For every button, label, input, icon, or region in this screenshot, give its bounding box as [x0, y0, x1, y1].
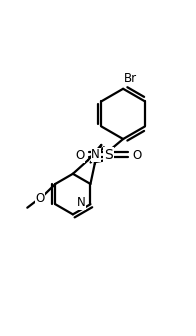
Text: Br: Br	[124, 72, 137, 85]
Text: O: O	[133, 149, 142, 162]
Text: O: O	[75, 149, 84, 162]
Text: N: N	[77, 196, 86, 209]
Text: N: N	[91, 148, 100, 161]
Text: O: O	[35, 192, 44, 205]
Text: S: S	[104, 149, 113, 162]
